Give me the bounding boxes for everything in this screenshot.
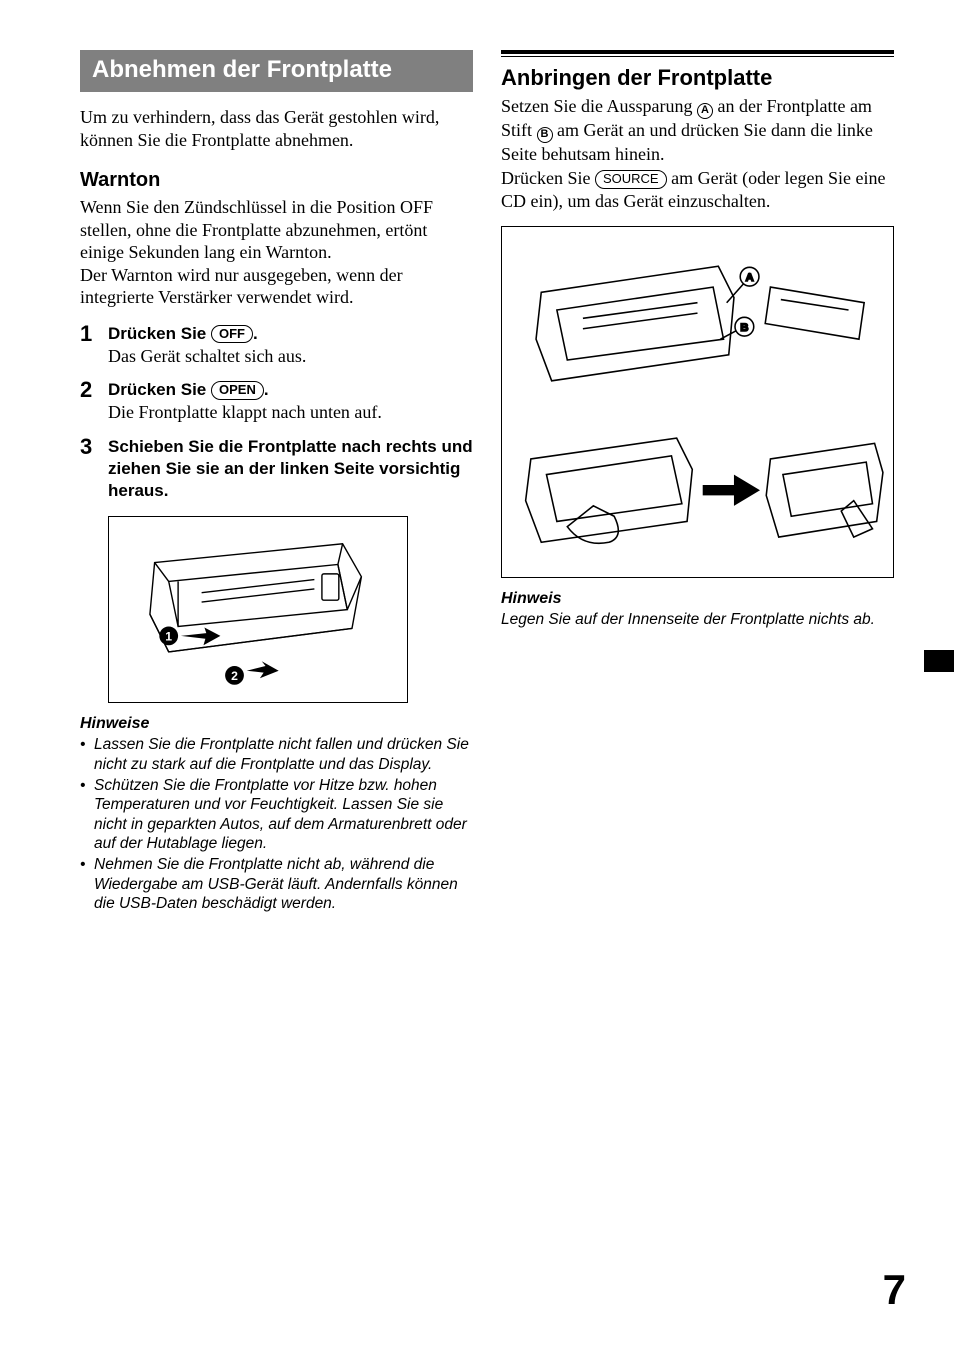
- step-3-head: Schieben Sie die Frontplatte nach rechts…: [108, 436, 473, 502]
- svg-text:B: B: [740, 322, 748, 334]
- label-a-icon: A: [697, 103, 713, 119]
- rule-thin: [501, 56, 894, 57]
- note-2: Schützen Sie die Frontplatte vor Hitze b…: [80, 776, 473, 854]
- open-button-label: OPEN: [211, 381, 264, 400]
- attach-body-1: Setzen Sie die Aussparung A an der Front…: [501, 95, 894, 165]
- arrow-icon: [703, 475, 760, 506]
- page-number: 7: [883, 1266, 906, 1314]
- note-3: Nehmen Sie die Frontplatte nicht ab, wäh…: [80, 855, 473, 913]
- source-button-label: SOURCE: [595, 170, 667, 189]
- warnton-body: Wenn Sie den Zündschlüssel in die Positi…: [80, 196, 473, 309]
- step-2: Drücken Sie OPEN. Die Frontplatte klappt…: [80, 379, 473, 424]
- fig-label-1: 1: [165, 630, 172, 644]
- right-column: Anbringen der Frontplatte Setzen Sie die…: [501, 50, 894, 916]
- detach-illustration: 1 2: [117, 525, 399, 694]
- figure-attach: A B: [501, 226, 894, 577]
- step-2-body: Die Frontplatte klappt nach unten auf.: [108, 401, 473, 424]
- step-1-post: .: [253, 324, 258, 343]
- svg-text:A: A: [745, 272, 753, 284]
- step-3: Schieben Sie die Frontplatte nach rechts…: [80, 436, 473, 502]
- rule-thick: [501, 50, 894, 54]
- warnton-heading: Warnton: [80, 169, 473, 192]
- step-1: Drücken Sie OFF. Das Gerät schaltet sich…: [80, 323, 473, 368]
- figure-detach: 1 2: [108, 516, 408, 703]
- off-button-label: OFF: [211, 325, 253, 344]
- step-2-post: .: [264, 380, 269, 399]
- step-1-body: Das Gerät schaltet sich aus.: [108, 345, 473, 368]
- page-edge-tab: [924, 650, 954, 672]
- hinweis-body: Legen Sie auf der Innenseite der Frontpl…: [501, 610, 894, 630]
- label-b-icon: B: [537, 127, 553, 143]
- step-2-pre: Drücken Sie: [108, 380, 211, 399]
- attach-body-2: Drücken Sie SOURCE am Gerät (oder legen …: [501, 167, 894, 212]
- intro-paragraph: Um zu verhindern, dass das Gerät gestohl…: [80, 106, 473, 151]
- left-column: Abnehmen der Frontplatte Um zu verhinder…: [80, 50, 473, 916]
- step-1-pre: Drücken Sie: [108, 324, 211, 343]
- hinweis-heading: Hinweis: [501, 590, 894, 608]
- fig-label-2: 2: [231, 669, 238, 683]
- hinweise-heading: Hinweise: [80, 715, 473, 733]
- attach-illustration: A B: [510, 235, 885, 568]
- note-1: Lassen Sie die Frontplatte nicht fallen …: [80, 735, 473, 774]
- section-title: Abnehmen der Frontplatte: [80, 50, 473, 92]
- hinweise-list: Lassen Sie die Frontplatte nicht fallen …: [80, 735, 473, 913]
- attach-heading: Anbringen der Frontplatte: [501, 65, 894, 91]
- steps-list: Drücken Sie OFF. Das Gerät schaltet sich…: [80, 323, 473, 502]
